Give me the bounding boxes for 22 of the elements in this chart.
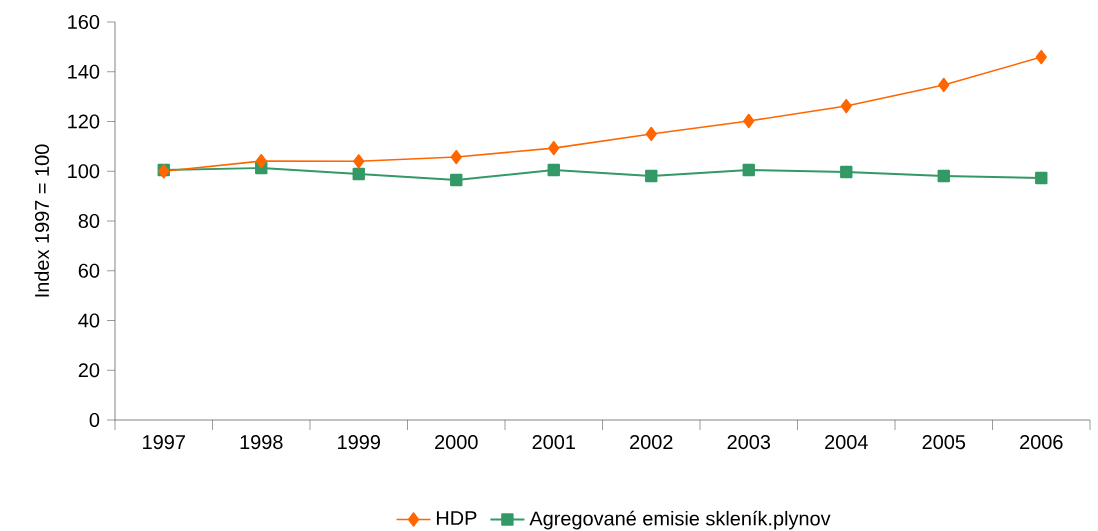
y-axis-title: Index 1997 = 100 <box>34 144 50 297</box>
x-tick-label: 2001 <box>532 435 575 450</box>
x-tick-label: 2006 <box>1020 435 1063 450</box>
x-tick-label: 2003 <box>727 435 771 450</box>
x-tick-label: 1997 <box>143 435 185 450</box>
y-tick-label: 160 <box>68 14 100 30</box>
y-tick-label: 60 <box>78 263 100 278</box>
x-tick-label: 2005 <box>922 435 966 450</box>
x-tick-label: 1998 <box>240 435 283 450</box>
y-tick-label: 140 <box>68 64 100 79</box>
x-tick-label: 1999 <box>338 435 380 450</box>
y-tick-label: 40 <box>78 313 100 328</box>
legend-label: HDP <box>436 511 477 525</box>
x-tick-label: 2002 <box>630 435 673 450</box>
y-tick-label: 120 <box>68 114 100 129</box>
y-tick-label: 0 <box>89 412 100 428</box>
x-tick-label: 2000 <box>435 435 478 450</box>
y-tick-label: 100 <box>68 164 100 179</box>
x-tick-label: 2004 <box>825 435 868 450</box>
y-tick-label: 80 <box>78 213 100 229</box>
y-tick-label: 20 <box>78 363 100 378</box>
legend-label: Agregované emisie skleník.plynov <box>529 510 831 530</box>
